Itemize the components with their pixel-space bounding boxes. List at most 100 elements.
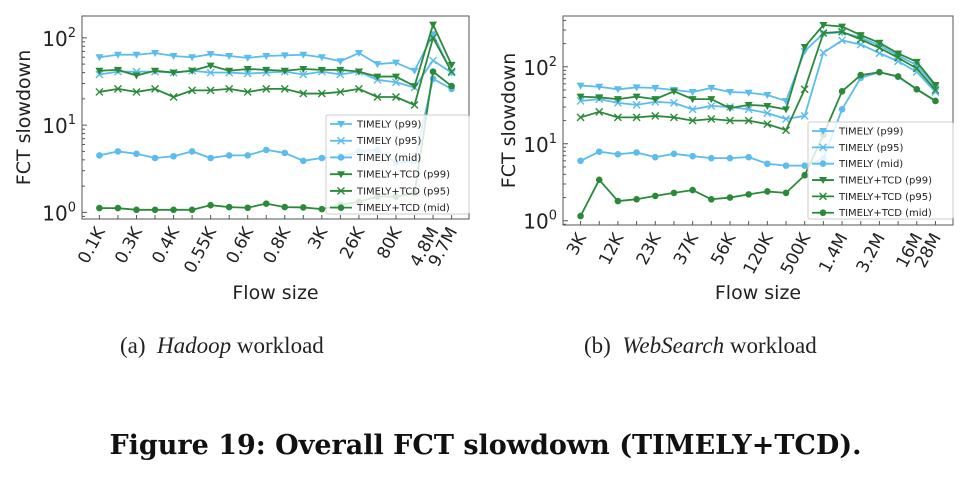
data-point (206, 86, 215, 95)
legend-label: TIMELY+TCD (mid) (356, 203, 450, 214)
data-point (262, 200, 270, 207)
data-point (595, 83, 604, 91)
legend-marker (819, 128, 827, 135)
data-point (188, 148, 196, 155)
x-tick-label: 0.3K (111, 223, 147, 267)
x-tick-label: 0.8K (260, 223, 296, 267)
legend-marker (819, 160, 827, 167)
series-line (99, 33, 453, 73)
data-point (595, 107, 604, 116)
caption-a-suffix: workload (236, 333, 324, 358)
data-point (801, 162, 808, 169)
data-point (819, 22, 828, 30)
y-tick-label: 102 (42, 26, 76, 51)
series-timely-tcd-mid- (577, 68, 939, 220)
data-point (188, 67, 197, 75)
legend-label: TIMELY (p95) (356, 136, 422, 147)
legend-label: TIMELY (mid) (356, 153, 421, 164)
data-point (764, 160, 771, 168)
y-tick-exponent: 1 (68, 113, 76, 128)
data-point (763, 109, 772, 118)
data-point (281, 203, 289, 211)
x-tick-label: 0.55K (180, 223, 221, 276)
data-point (689, 186, 696, 194)
legend-label: TIMELY+TCD (mid) (838, 208, 932, 219)
data-point (708, 154, 715, 162)
data-point (613, 96, 622, 104)
data-point (373, 73, 382, 81)
data-point (96, 152, 103, 159)
caption-b-suffix: workload (729, 333, 817, 358)
data-point (151, 67, 160, 75)
data-point (207, 201, 214, 209)
data-point (688, 96, 697, 104)
data-point (632, 113, 641, 122)
data-point (429, 33, 438, 42)
data-point (819, 28, 828, 37)
data-point (857, 71, 865, 79)
data-point (577, 157, 584, 165)
legend-item: TIMELY (p99) (812, 127, 904, 138)
legend-item: TIMELY+TCD (mid) (812, 208, 932, 219)
data-point (114, 148, 122, 155)
legend-item: TIMELY+TCD (p99) (812, 176, 932, 187)
data-point (300, 204, 307, 211)
data-point (429, 68, 437, 75)
y-tick-label: 100 (523, 209, 557, 234)
data-point (280, 67, 289, 75)
y-tick-exponent: 0 (549, 209, 557, 224)
data-point (875, 43, 884, 52)
y-tick-exponent: 2 (549, 55, 557, 70)
y-tick-label: 100 (42, 200, 76, 225)
data-point (447, 61, 456, 69)
data-point (280, 52, 289, 60)
data-point (856, 35, 865, 44)
data-point (912, 67, 921, 76)
data-point (410, 83, 419, 91)
data-point (576, 82, 585, 90)
data-point (763, 102, 772, 110)
caption-a: (a) Hadoop workload (120, 333, 324, 359)
data-point (317, 54, 326, 62)
x-tick-label: 37K (670, 229, 703, 268)
data-point (336, 70, 345, 79)
data-point (800, 43, 809, 51)
data-point (613, 86, 622, 94)
data-point (317, 89, 326, 98)
data-point (243, 69, 252, 78)
data-point (726, 154, 734, 162)
data-point (782, 126, 791, 135)
data-point (95, 67, 104, 75)
legend-box (807, 121, 954, 220)
legend-marker (819, 177, 827, 185)
legend-label: TIMELY+TCD (p95) (356, 186, 450, 197)
legend-label: TIMELY (p95) (838, 143, 904, 154)
data-point (170, 152, 177, 160)
data-point (391, 93, 400, 101)
legend-item: TIMELY+TCD (p99) (330, 170, 450, 181)
data-point (913, 85, 921, 93)
data-point (188, 206, 196, 214)
data-point (169, 93, 178, 101)
data-point (782, 114, 791, 123)
y-tick-label: 101 (42, 113, 76, 138)
x-tick-label: 0.6K (223, 223, 259, 267)
series-line (99, 23, 453, 87)
figure-caption: Figure 19: Overall FCT slowdown (TIMELY+… (109, 430, 862, 461)
data-point (281, 149, 289, 157)
data-point (577, 212, 584, 220)
data-point (876, 68, 883, 76)
x-tick-label: 80K (373, 223, 406, 262)
x-axis-label: Flow size (232, 282, 318, 304)
caption-b: (b) WebSearch workload (584, 333, 817, 359)
data-point (801, 171, 808, 179)
data-point (318, 205, 326, 213)
data-point (689, 152, 696, 160)
data-point (613, 113, 622, 122)
data-point (782, 162, 790, 169)
y-tick-label: 102 (523, 55, 557, 80)
data-point (262, 52, 271, 60)
legend-box (325, 114, 470, 215)
data-point (576, 93, 585, 101)
data-point (708, 195, 715, 203)
